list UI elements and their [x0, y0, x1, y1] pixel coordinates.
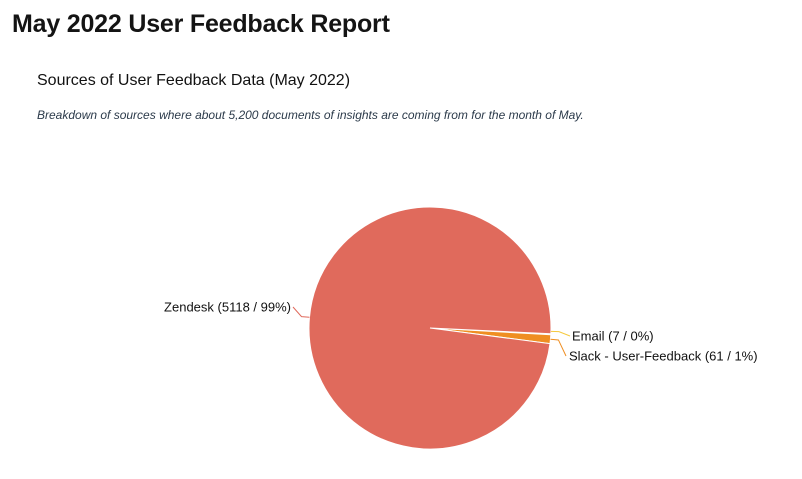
leader-line-slack-user-feedback	[550, 338, 567, 357]
slice-label-email: Email (7 / 0%)	[572, 329, 654, 344]
pie-slices	[308, 206, 552, 450]
chart-title: Sources of User Feedback Data (May 2022)	[37, 72, 351, 89]
leader-line-email	[550, 330, 571, 337]
slice-label-zendesk: Zendesk (5118 / 99%)	[164, 300, 291, 315]
report-title: May 2022 User Feedback Report	[12, 10, 390, 38]
chart-subtitle: Breakdown of sources where about 5,200 d…	[37, 108, 584, 122]
slice-label-slack-user-feedback: Slack - User-Feedback (61 / 1%)	[569, 349, 758, 364]
pie-slice-zendesk[interactable]	[308, 206, 552, 450]
leader-line-zendesk	[292, 306, 310, 318]
pie-labels: Email (7 / 0%) Slack - User-Feedback (61 …	[164, 300, 758, 364]
